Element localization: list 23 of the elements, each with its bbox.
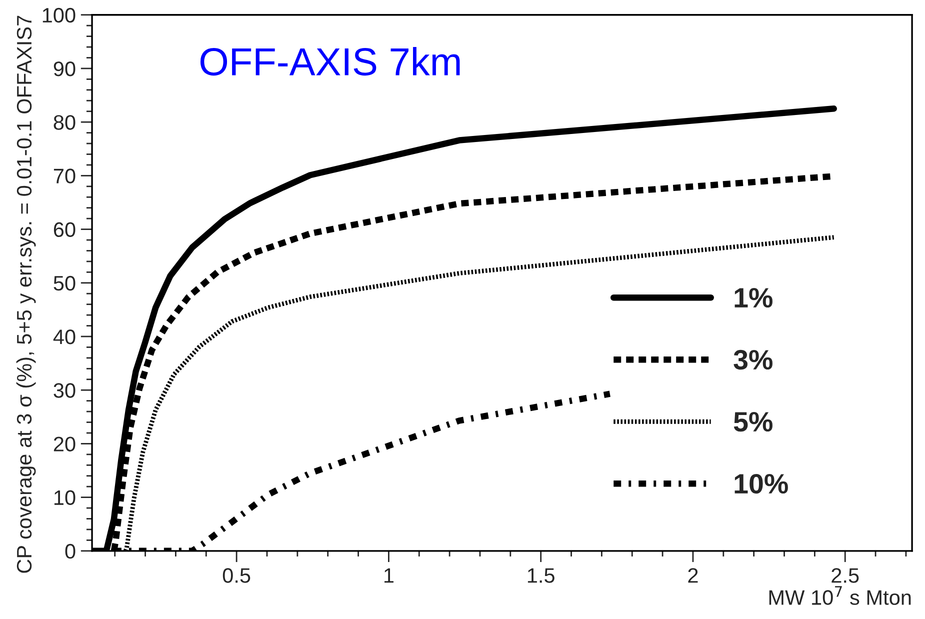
legend-label: 1%: [734, 288, 772, 308]
legend-label: 5%: [734, 412, 772, 432]
x-tick-label: 2: [688, 568, 698, 583]
text: OFF-AXIS 7km: [200, 47, 460, 76]
y-tick-label: 40: [53, 329, 76, 344]
x-tick-label: 1.5: [528, 568, 554, 583]
y-tick-label: 10: [54, 490, 76, 506]
x-tick-label: 0.5: [222, 568, 250, 583]
legend-label: 3%: [734, 350, 772, 370]
x-tick-label: 2.5: [832, 568, 859, 583]
y-tick-label: 30: [54, 383, 76, 398]
legend-label: 10%: [734, 474, 788, 494]
x-axis-title: MW 10$^{7}$ s Mton: [769, 586, 911, 605]
y-tick-label: 20: [54, 436, 76, 452]
y-tick-label: 90: [54, 61, 76, 76]
y-tick-label: 80: [54, 115, 76, 130]
y-tick-label: 60: [54, 222, 76, 238]
x-tick-label: 1: [384, 568, 394, 583]
y-tick-label: 0: [65, 544, 76, 559]
y-tick-label: 100: [42, 8, 76, 23]
y-tick-label: 70: [54, 168, 76, 184]
y-tick-label: 50: [54, 276, 76, 291]
y-axis-title: CP coverage at 3 σ (%), 5+5 y err.sys. = 0.01-0.1 OFFAXIS7: [16, 16, 36, 573]
